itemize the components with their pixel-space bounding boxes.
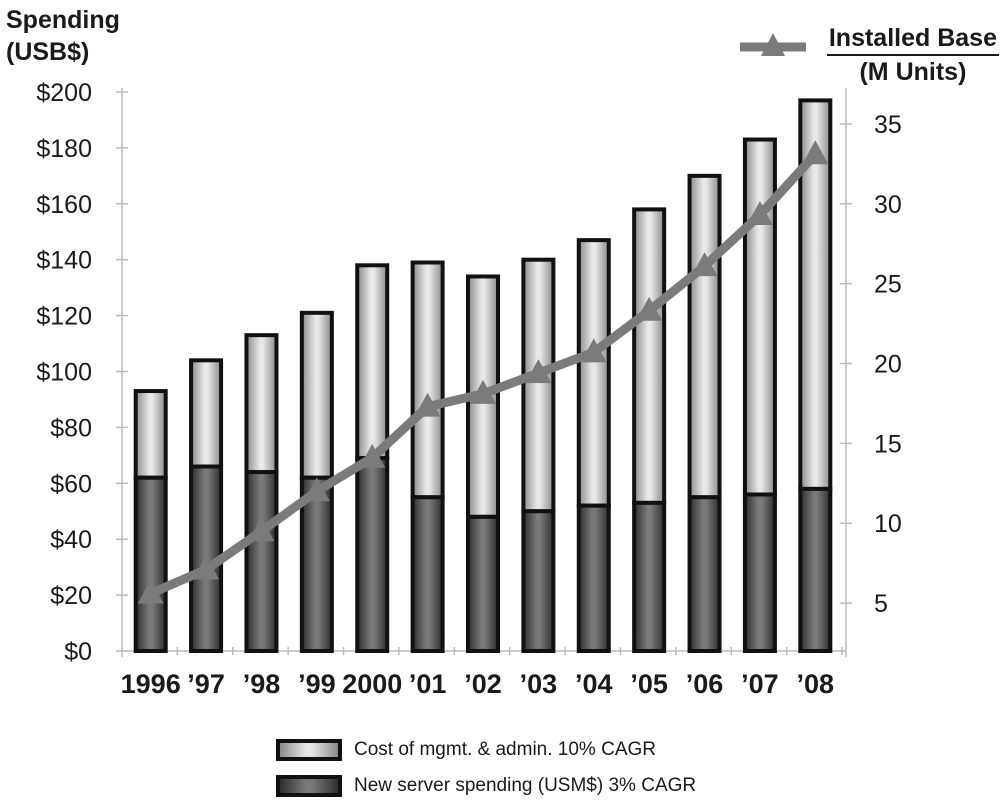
installed-base-point (303, 477, 330, 502)
left-tick-label: $120 (36, 303, 92, 331)
bar-server (133, 475, 168, 653)
x-tick-label: ’98 (243, 669, 281, 699)
bar-server (687, 495, 722, 653)
installed-base-point (746, 200, 773, 225)
x-tick-label: ’01 (409, 669, 447, 699)
x-tick-label: ’05 (630, 669, 668, 699)
legend-label-mgmt: Cost of mgmt. & admin. 10% CAGR (354, 739, 656, 760)
legend-item-mgmt: Cost of mgmt. & admin. 10% CAGR (276, 733, 696, 767)
bar-mgmt (355, 263, 390, 461)
bar-server (410, 495, 445, 653)
legend-swatch-server (276, 775, 342, 797)
bar-mgmt (521, 257, 556, 514)
right-axis-title: Installed Base (M Units) (826, 22, 999, 88)
installed-base-point (137, 579, 164, 604)
right-tick-label: 15 (874, 430, 902, 458)
bar-mgmt (410, 260, 445, 500)
installed-base-point (359, 443, 386, 468)
x-tick-label: ’08 (797, 669, 835, 699)
left-tick-label: $160 (36, 191, 92, 219)
x-tick-label: 1996 (121, 669, 181, 699)
bar-mgmt (576, 238, 611, 508)
bar-mgmt (742, 137, 777, 497)
legend: Cost of mgmt. & admin. 10% CAGR New serv… (276, 733, 696, 805)
x-tick-label: ’06 (686, 669, 724, 699)
left-tick-label: $140 (36, 247, 92, 275)
bar-server (244, 470, 279, 653)
bar-mgmt (133, 389, 168, 480)
bar-server (632, 500, 667, 653)
installed-base-point (525, 359, 552, 384)
installed-base-point (193, 555, 220, 580)
left-tick-label: $60 (50, 470, 92, 498)
left-tick-label: $20 (50, 582, 92, 610)
bar-server (355, 456, 390, 653)
bar-server (466, 514, 500, 654)
x-tick-label: ’02 (464, 669, 502, 699)
legend-label-server: New server spending (USM$) 3% CAGR (354, 775, 697, 796)
bar-mgmt (632, 207, 667, 505)
left-tick-label: $0 (64, 638, 92, 666)
right-tick-label: 30 (874, 191, 902, 219)
bar-server (576, 503, 611, 653)
bar-mgmt (687, 173, 722, 500)
right-tick-label: 5 (874, 590, 888, 618)
right-tick-label: 10 (874, 510, 902, 538)
bar-mgmt (244, 333, 279, 475)
left-tick-label: $100 (36, 359, 92, 387)
x-tick-label: ’04 (575, 669, 613, 699)
left-tick-label: $200 (36, 79, 92, 107)
x-tick-label: ’97 (187, 669, 225, 699)
bar-server (742, 492, 777, 654)
bar-mgmt (189, 358, 224, 469)
x-tick-label: ’07 (741, 669, 779, 699)
installed-base-point (414, 392, 441, 417)
x-tick-label: 2000 (342, 669, 402, 699)
left-tick-label: $40 (50, 526, 92, 554)
bar-mgmt (299, 310, 334, 480)
x-tick-label: ’99 (298, 669, 336, 699)
right-tick-label: 35 (874, 111, 902, 139)
installed-base-point (470, 379, 496, 404)
right-tick-label: 20 (874, 351, 902, 379)
left-axis-title: Spending (USB$) (6, 4, 120, 68)
installed-base-point (802, 140, 829, 165)
installed-base-point (580, 338, 607, 363)
bar-server (521, 509, 556, 653)
left-tick-label: $180 (36, 135, 92, 163)
x-tick-label: ’03 (520, 669, 558, 699)
left-axis-title-line2: (USB$) (6, 38, 90, 66)
bar-server (798, 486, 833, 654)
installed-base-point (248, 517, 275, 542)
right-axis-title-line1: Installed Base (826, 22, 999, 56)
left-tick-label: $80 (50, 414, 92, 442)
legend-swatch-mgmt (276, 739, 342, 761)
right-axis-title-line2: (M Units) (859, 58, 967, 86)
installed-base-point (691, 252, 718, 277)
installed-base-line-key (740, 33, 806, 56)
installed-base-point (636, 296, 663, 321)
right-tick-label: 25 (874, 271, 902, 299)
left-axis-title-line1: Spending (6, 6, 120, 34)
legend-item-server: New server spending (USM$) 3% CAGR (276, 769, 696, 803)
